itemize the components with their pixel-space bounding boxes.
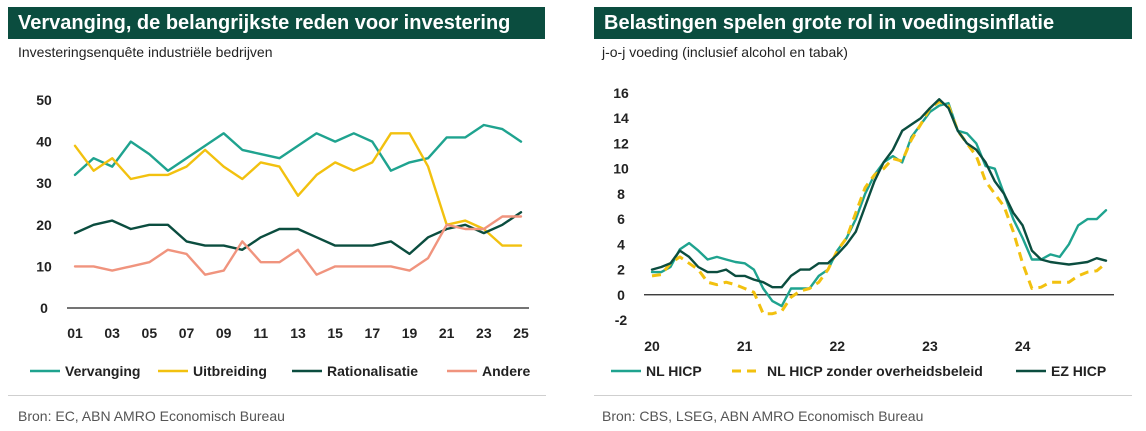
chart-title: Vervanging, de belangrijkste reden voor … (8, 7, 545, 39)
x-tick-label: 19 (402, 325, 418, 341)
y-tick-label: 0 (617, 287, 625, 303)
legend-label-vervanging: Vervanging (65, 363, 140, 379)
chart-subtitle: j-o-j voeding (inclusief alcohol en taba… (602, 44, 848, 60)
x-tick-label: 07 (179, 325, 195, 341)
y-tick-label: 20 (36, 217, 52, 233)
y-tick-label: 8 (617, 186, 625, 202)
x-tick-label: 22 (830, 338, 846, 354)
x-tick-label: 09 (216, 325, 232, 341)
chart-panel-investering: Vervanging, de belangrijkste reden voor … (0, 0, 556, 431)
source-note: Bron: CBS, LSEG, ABN AMRO Economisch Bur… (602, 408, 924, 424)
x-tick-label: 23 (922, 338, 938, 354)
x-tick-label: 17 (365, 325, 381, 341)
y-tick-label: 12 (613, 135, 629, 151)
y-tick-label: 10 (613, 161, 629, 177)
y-tick-label: 0 (40, 300, 48, 316)
x-tick-label: 11 (253, 325, 268, 341)
x-tick-label: 21 (439, 325, 455, 341)
series-line-ez-hicp (650, 98, 1108, 289)
y-tick-label: 4 (617, 236, 625, 252)
y-tick-label: 40 (36, 134, 52, 150)
chart-subtitle: Investeringsenquête industriële bedrijve… (18, 44, 273, 60)
y-tick-label: 6 (617, 211, 625, 227)
chart-panel-voedingsinflatie: Belastingen spelen grote rol in voedings… (588, 0, 1146, 431)
source-note: Bron: EC, ABN AMRO Economisch Bureau (18, 408, 285, 424)
chart-svg-investering: 0 10 20 30 40 50 01 03 05 07 09 11 13 15 17 19 21 23 25 Ver… (30, 92, 530, 379)
series-line-vervanging (73, 123, 523, 177)
y-tick-label: 2 (617, 262, 625, 278)
series-line-nl-hicp (650, 101, 1108, 308)
legend-label-nl-hicp-zonder-overheidsbeleid: NL HICP zonder overheidsbeleid (767, 363, 983, 379)
x-tick-label: 15 (327, 325, 343, 341)
legend-label-uitbreiding: Uitbreiding (193, 363, 267, 379)
x-tick-label: 05 (142, 325, 158, 341)
y-tick-label: 16 (613, 85, 629, 101)
y-tick-label: 30 (36, 175, 52, 191)
x-tick-label: 13 (290, 325, 306, 341)
x-tick-label: 23 (476, 325, 492, 341)
series-line-andere (73, 215, 523, 276)
x-tick-label: 25 (513, 325, 529, 341)
x-tick-label: 24 (1015, 338, 1031, 354)
series-line-nl-hicp-zonder-overheidsbeleid (651, 100, 1107, 316)
y-tick-label: -2 (615, 312, 628, 328)
series-line-rationalisatie (73, 211, 523, 256)
chart-title: Belastingen spelen grote rol in voedings… (594, 7, 1132, 39)
y-tick-label: 14 (613, 110, 629, 126)
divider (594, 395, 1132, 396)
x-tick-label: 01 (67, 325, 83, 341)
divider (8, 395, 546, 396)
x-tick-label: 21 (737, 338, 753, 354)
legend-label-andere: Andere (482, 363, 530, 379)
legend-label-ez-hicp: EZ HICP (1051, 363, 1106, 379)
legend-label-rationalisatie: Rationalisatie (327, 363, 418, 379)
y-tick-label: 50 (36, 92, 52, 108)
legend-label-nl-hicp: NL HICP (646, 363, 702, 379)
y-tick-label: 10 (36, 258, 52, 274)
x-tick-label: 20 (644, 338, 660, 354)
x-tick-label: 03 (104, 325, 120, 341)
